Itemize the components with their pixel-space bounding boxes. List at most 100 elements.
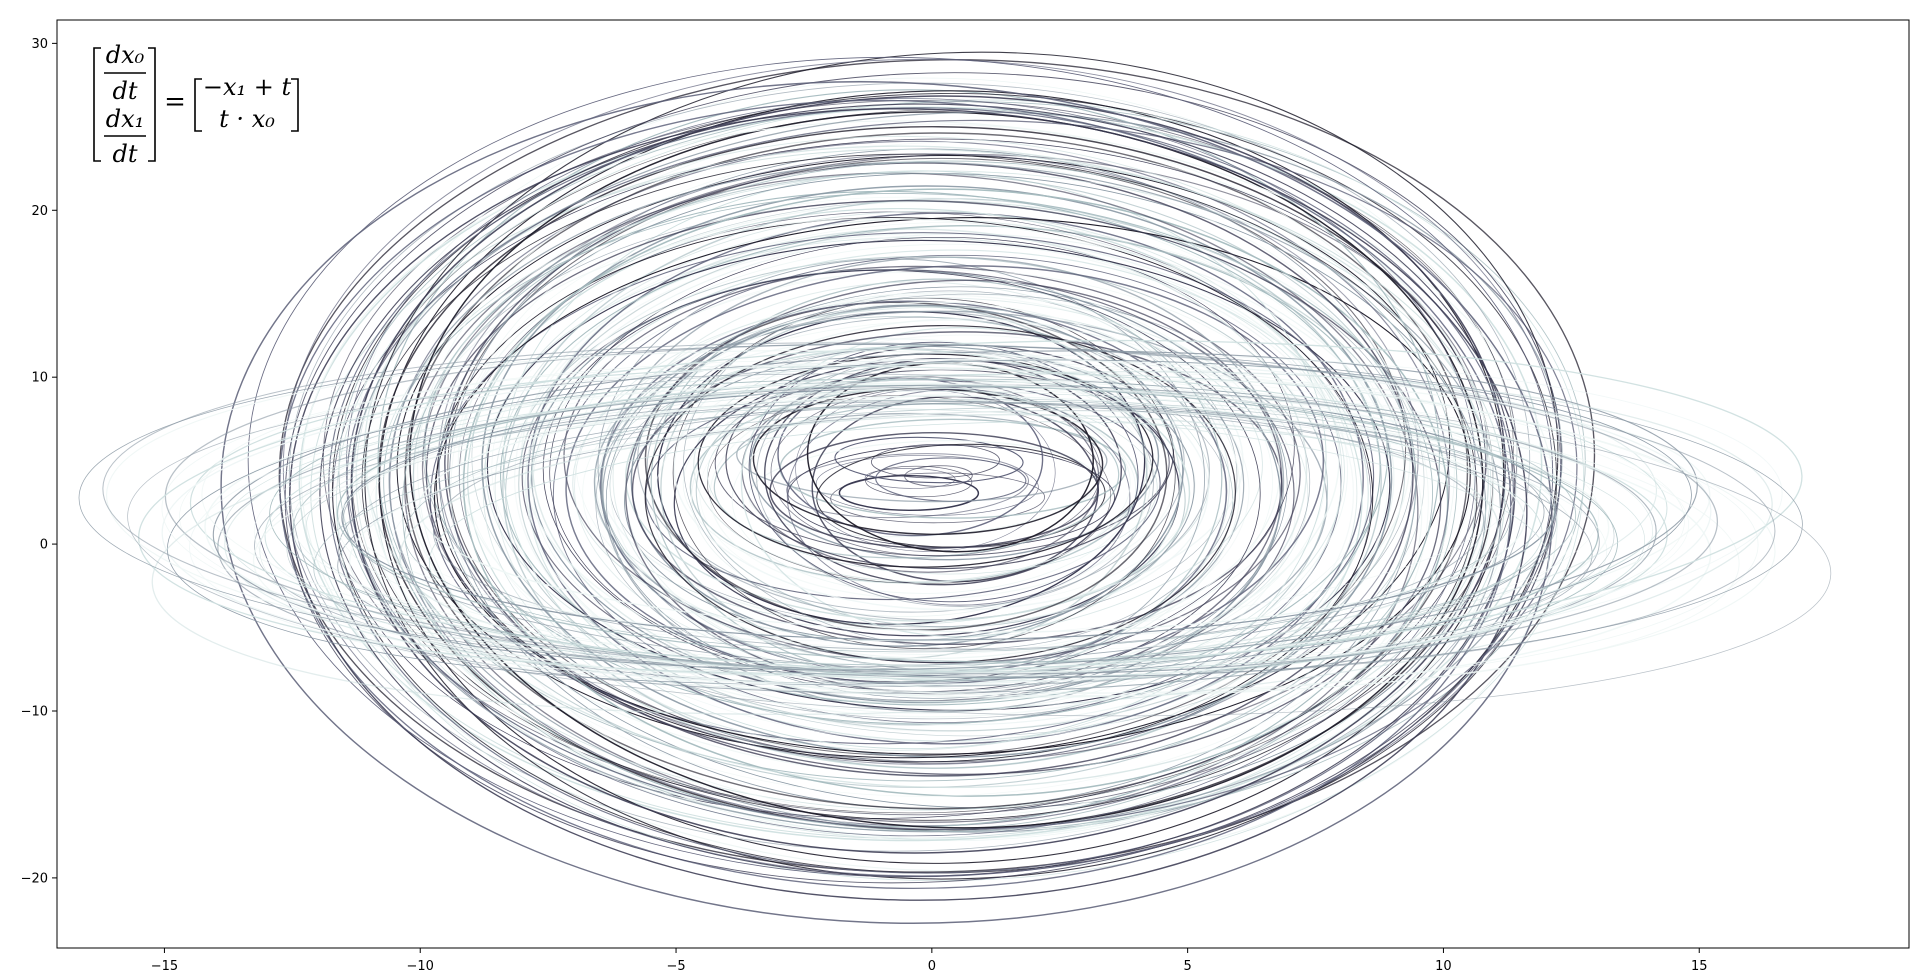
trajectory-curve bbox=[434, 217, 1471, 755]
trajectory-curve bbox=[786, 389, 1131, 606]
trajectory-curve bbox=[286, 398, 1615, 686]
trajectory-curve bbox=[364, 51, 1559, 880]
trajectory-curve bbox=[337, 399, 1608, 677]
trajectory-curve bbox=[102, 342, 1776, 678]
trajectory-curve bbox=[269, 378, 1618, 679]
trajectory-curve bbox=[458, 211, 1372, 764]
x-tick-label: 0 bbox=[928, 959, 936, 974]
x-tick-label: 5 bbox=[1184, 959, 1192, 974]
trajectory-curve bbox=[78, 344, 1803, 679]
equation-lhs-bottom-numerator: dx₁ bbox=[106, 105, 145, 133]
equation-right-bracket-open bbox=[194, 78, 202, 132]
trajectory-curve bbox=[161, 358, 1759, 695]
trajectory-curve bbox=[289, 108, 1528, 901]
trajectory-curve bbox=[605, 286, 1288, 699]
trajectory-curve bbox=[599, 300, 1228, 677]
equation-lhs-top-denominator: dt bbox=[112, 77, 137, 105]
trajectory-curve bbox=[527, 212, 1364, 745]
trajectory-curve bbox=[673, 318, 1244, 611]
x-tick-label: −5 bbox=[666, 959, 685, 974]
trajectory-curve bbox=[815, 455, 1039, 516]
trajectory-curve bbox=[864, 468, 956, 489]
equation-rhs-top: −x₁ + t bbox=[203, 73, 292, 101]
trajectory-curve bbox=[513, 239, 1355, 733]
trajectory-curve bbox=[683, 290, 1238, 650]
trajectory-curve bbox=[699, 369, 1196, 609]
trajectory-curve bbox=[391, 389, 1518, 642]
y-tick-label: 30 bbox=[31, 37, 48, 52]
trajectory-curve bbox=[319, 103, 1516, 877]
x-tick-label: 15 bbox=[1691, 959, 1708, 974]
trajectory-curve bbox=[127, 373, 1832, 717]
trajectory-curve bbox=[471, 200, 1425, 737]
x-tick-label: 10 bbox=[1435, 959, 1452, 974]
trajectory-curve bbox=[138, 339, 1803, 675]
trajectory-curve bbox=[594, 292, 1280, 660]
x-tick-label: −15 bbox=[151, 959, 178, 974]
trajectory-curve bbox=[106, 350, 1776, 697]
equation-lhs-bottom-denominator: dt bbox=[112, 140, 137, 168]
trajectory-curve bbox=[565, 265, 1325, 685]
trajectory-curve bbox=[167, 359, 1692, 685]
trajectory-curve bbox=[338, 402, 1554, 676]
trajectory-curve bbox=[595, 293, 1311, 692]
trajectory-curve bbox=[402, 160, 1458, 832]
y-tick-label: −10 bbox=[21, 704, 48, 719]
trajectory-curve bbox=[220, 81, 1553, 924]
trajectory-curve bbox=[288, 82, 1531, 852]
trajectory-curve bbox=[412, 172, 1417, 788]
equation-right-bracket-close bbox=[291, 78, 299, 132]
trajectory-curve bbox=[652, 334, 1250, 662]
y-tick-label: 0 bbox=[40, 538, 48, 553]
trajectory-curve bbox=[646, 316, 1185, 613]
trajectory-curves bbox=[78, 51, 1832, 924]
trajectory-curve bbox=[486, 239, 1391, 711]
trajectory-curve bbox=[379, 90, 1505, 864]
trajectory-curve bbox=[432, 402, 1485, 651]
equation-annotation: dx₀ dt dx₁ dt = −x₁ + t t · x₀ bbox=[93, 41, 299, 168]
trajectory-curve bbox=[279, 99, 1512, 890]
equation-left-bracket-close bbox=[148, 47, 156, 162]
trajectory-curve bbox=[598, 338, 1209, 630]
trajectory-curve bbox=[425, 200, 1442, 775]
equation-rhs-bottom: t · x₀ bbox=[219, 105, 275, 133]
trajectory-curve bbox=[341, 386, 1557, 641]
trajectory-curve bbox=[383, 192, 1433, 782]
x-axis: −15 −10 −5 0 5 10 15 bbox=[151, 948, 1708, 974]
trajectory-curve bbox=[264, 373, 1668, 671]
x-tick-label: −10 bbox=[407, 959, 434, 974]
trajectory-curve bbox=[502, 198, 1382, 769]
y-tick-label: 10 bbox=[31, 371, 48, 386]
trajectory-curve bbox=[625, 348, 1191, 622]
trajectory-curve bbox=[524, 243, 1349, 714]
trajectory-curve bbox=[363, 145, 1489, 789]
trajectory-curve bbox=[375, 170, 1492, 811]
trajectory-curve bbox=[223, 390, 1646, 680]
trajectory-curve bbox=[865, 465, 973, 498]
trajectory-curve bbox=[224, 359, 1658, 676]
trajectory-curve bbox=[300, 120, 1559, 872]
trajectory-curve bbox=[630, 304, 1184, 647]
trajectory-curve bbox=[834, 436, 1024, 484]
trajectory-curve bbox=[151, 371, 1773, 715]
trajectory-curve bbox=[437, 153, 1419, 765]
trajectory-curve bbox=[482, 210, 1343, 751]
trajectory-curve bbox=[429, 232, 1375, 745]
trajectory-curve bbox=[795, 389, 1056, 552]
trajectory-curve bbox=[201, 364, 1740, 694]
trajectory-curve bbox=[682, 382, 1131, 584]
plot-frame bbox=[56, 19, 1910, 949]
trajectory-curve bbox=[292, 387, 1574, 667]
trajectory-curve bbox=[838, 474, 980, 512]
y-axis: −20 −10 0 10 20 30 bbox=[21, 37, 57, 886]
trajectory-curve bbox=[305, 407, 1550, 682]
trajectory-curve bbox=[609, 294, 1297, 701]
y-tick-label: −20 bbox=[21, 871, 48, 886]
trajectory-curve bbox=[748, 341, 1139, 603]
trajectory-curve bbox=[756, 351, 1154, 607]
trajectory-curve bbox=[418, 395, 1526, 633]
trajectory-curve bbox=[189, 354, 1783, 686]
equation-equals: = bbox=[164, 87, 186, 117]
equation-left-bracket-open bbox=[93, 47, 101, 162]
